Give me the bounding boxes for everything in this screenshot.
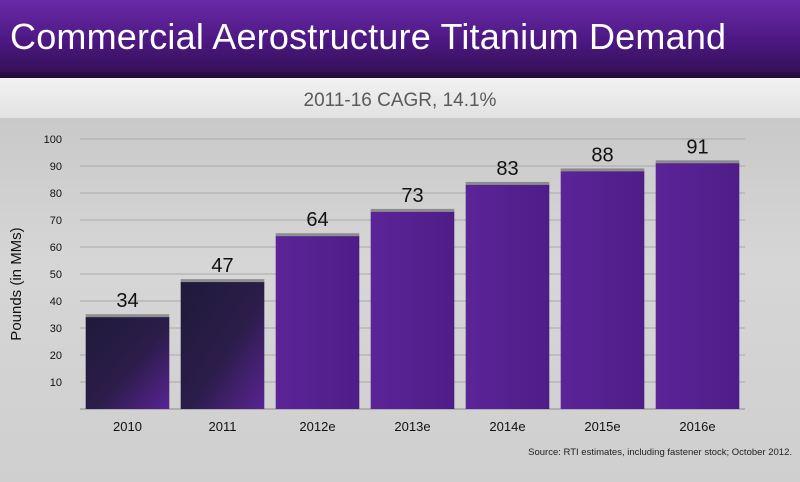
data-label: 73 bbox=[401, 185, 423, 207]
data-label: 83 bbox=[496, 158, 518, 180]
x-tick-label: 2012e bbox=[299, 419, 335, 434]
data-label: 47 bbox=[211, 255, 233, 277]
bar-2011 bbox=[180, 282, 265, 409]
x-tick-label: 2013e bbox=[394, 419, 430, 434]
bar-cap bbox=[180, 279, 265, 284]
y-tick-label: 70 bbox=[50, 215, 62, 227]
y-tick-label: 80 bbox=[50, 188, 62, 200]
x-axis-labels: 2010 2011 2012e 2013e 2014e 2015e 2016e bbox=[113, 419, 716, 434]
y-tick-label: 100 bbox=[44, 134, 62, 146]
data-label: 64 bbox=[306, 209, 328, 231]
bar-cap bbox=[370, 208, 455, 213]
x-tick-label: 2016e bbox=[679, 419, 715, 434]
source-note: Source: RTI estimates, including fastene… bbox=[528, 447, 792, 458]
y-axis: 10 20 30 40 50 60 70 80 90 100 bbox=[44, 134, 62, 389]
bar-2012e bbox=[275, 236, 360, 409]
y-tick-label: 30 bbox=[50, 323, 62, 335]
bar-2014e bbox=[465, 184, 550, 409]
y-tick-label: 40 bbox=[50, 296, 62, 308]
bar-2010 bbox=[85, 317, 170, 409]
bar-2016e bbox=[655, 163, 740, 409]
bar-2013e bbox=[370, 211, 455, 409]
bar-cap bbox=[85, 314, 170, 319]
bar-cap bbox=[465, 181, 550, 186]
bars bbox=[85, 160, 740, 409]
y-tick-label: 90 bbox=[50, 161, 62, 173]
y-axis-label: Pounds (in MMs) bbox=[8, 227, 25, 340]
bar-2015e bbox=[560, 171, 645, 409]
data-labels: 34 47 64 73 83 88 91 bbox=[116, 136, 708, 312]
x-tick-label: 2011 bbox=[209, 419, 237, 434]
data-label: 88 bbox=[591, 144, 613, 166]
data-label: 91 bbox=[686, 136, 708, 158]
chart-subtitle: 2011-16 CAGR, 14.1% bbox=[303, 90, 497, 111]
data-label: 34 bbox=[116, 290, 138, 312]
x-tick-label: 2015e bbox=[584, 419, 620, 434]
bar-cap bbox=[275, 233, 360, 238]
x-tick-label: 2014e bbox=[489, 419, 525, 434]
chart-title: Commercial Aerostructure Titanium Demand bbox=[10, 16, 727, 57]
title-banner: Commercial Aerostructure Titanium Demand bbox=[0, 0, 800, 78]
subtitle-band bbox=[0, 78, 800, 118]
x-tick-label: 2010 bbox=[113, 419, 142, 434]
y-tick-label: 60 bbox=[50, 242, 62, 254]
y-tick-label: 10 bbox=[50, 377, 62, 389]
bar-cap bbox=[655, 160, 740, 165]
y-tick-label: 20 bbox=[50, 350, 62, 362]
bar-cap bbox=[560, 168, 645, 173]
y-tick-label: 50 bbox=[50, 269, 62, 281]
